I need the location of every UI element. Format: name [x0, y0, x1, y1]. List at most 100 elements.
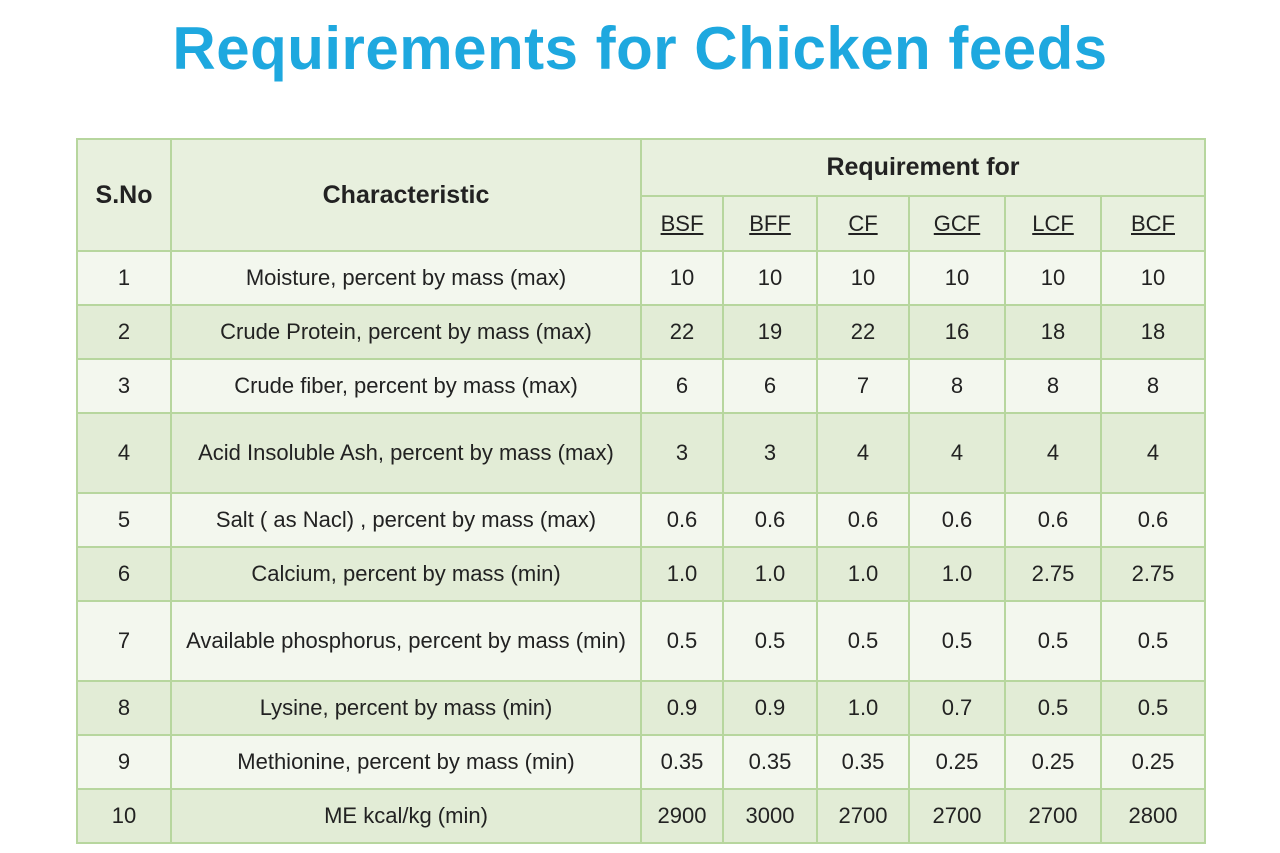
value-cell-bff: 1.0 — [722, 546, 818, 602]
value-cell-bff: 0.9 — [722, 680, 818, 736]
value-cell-lcf: 0.5 — [1004, 680, 1102, 736]
value-cell-lcf: 2.75 — [1004, 546, 1102, 602]
value-cell-lcf: 18 — [1004, 304, 1102, 360]
requirement-group-header: Requirement for — [640, 138, 1206, 197]
value-cell-bff: 0.6 — [722, 492, 818, 548]
value-cell-bcf: 0.5 — [1100, 600, 1206, 682]
table-row: 5 Salt ( as Nacl) , percent by mass (max)… — [76, 492, 1206, 548]
characteristic-cell: Crude fiber, percent by mass (max) — [170, 358, 642, 414]
value-cell-bcf: 0.5 — [1100, 680, 1206, 736]
sno-cell: 1 — [76, 250, 172, 306]
characteristic-cell: Salt ( as Nacl) , percent by mass (max) — [170, 492, 642, 548]
sno-cell: 8 — [76, 680, 172, 736]
characteristic-header: Characteristic — [170, 138, 642, 252]
value-cell-gcf: 0.6 — [908, 492, 1006, 548]
table-row: 10 ME kcal/kg (min) 2900 3000 2700 2700 2700 28… — [76, 788, 1206, 844]
value-cell-lcf: 0.25 — [1004, 734, 1102, 790]
value-cell-bff: 6 — [722, 358, 818, 414]
sno-cell: 3 — [76, 358, 172, 414]
subheader-row: BSF BFF CF GCF LCF BCF — [77, 195, 1206, 252]
value-cell-gcf: 2700 — [908, 788, 1006, 844]
characteristic-cell: Moisture, percent by mass (max) — [170, 250, 642, 306]
value-cell-bsf: 0.9 — [640, 680, 724, 736]
value-cell-bff: 0.5 — [722, 600, 818, 682]
value-cell-gcf: 4 — [908, 412, 1006, 494]
value-cell-bsf: 3 — [640, 412, 724, 494]
value-cell-gcf: 16 — [908, 304, 1006, 360]
table-body: 1 Moisture, percent by mass (max) 10 10 10 10… — [76, 250, 1206, 844]
characteristic-cell: Lysine, percent by mass (min) — [170, 680, 642, 736]
value-cell-bsf: 1.0 — [640, 546, 724, 602]
value-cell-bcf: 10 — [1100, 250, 1206, 306]
value-cell-bsf: 2900 — [640, 788, 724, 844]
header-row: S.No Characteristic Requirement for — [76, 138, 1206, 252]
requirements-table: S.No Characteristic Requirement for BSF … — [76, 138, 1206, 844]
sno-cell: 9 — [76, 734, 172, 790]
value-cell-bff: 3000 — [722, 788, 818, 844]
value-cell-cf: 10 — [816, 250, 910, 306]
column-header-bff: BFF — [722, 195, 818, 252]
characteristic-cell: Calcium, percent by mass (min) — [170, 546, 642, 602]
value-cell-bff: 0.35 — [722, 734, 818, 790]
value-cell-cf: 0.6 — [816, 492, 910, 548]
sno-cell: 10 — [76, 788, 172, 844]
value-cell-gcf: 0.25 — [908, 734, 1006, 790]
value-cell-bcf: 2.75 — [1100, 546, 1206, 602]
value-cell-cf: 1.0 — [816, 680, 910, 736]
value-cell-bsf: 6 — [640, 358, 724, 414]
characteristic-cell: ME kcal/kg (min) — [170, 788, 642, 844]
value-cell-bcf: 2800 — [1100, 788, 1206, 844]
value-cell-gcf: 0.7 — [908, 680, 1006, 736]
sno-cell: 2 — [76, 304, 172, 360]
value-cell-gcf: 8 — [908, 358, 1006, 414]
value-cell-bsf: 10 — [640, 250, 724, 306]
value-cell-lcf: 0.6 — [1004, 492, 1102, 548]
table-row: 2 Crude Protein, percent by mass (max) 22 1… — [76, 304, 1206, 360]
value-cell-lcf: 2700 — [1004, 788, 1102, 844]
value-cell-bcf: 8 — [1100, 358, 1206, 414]
value-cell-bcf: 0.25 — [1100, 734, 1206, 790]
table-row: 6 Calcium, percent by mass (min) 1.0 1.0 1.0… — [76, 546, 1206, 602]
value-cell-bff: 3 — [722, 412, 818, 494]
value-cell-bsf: 0.6 — [640, 492, 724, 548]
value-cell-cf: 0.35 — [816, 734, 910, 790]
column-header-lcf: LCF — [1004, 195, 1102, 252]
value-cell-bsf: 0.5 — [640, 600, 724, 682]
column-header-bsf: BSF — [640, 195, 724, 252]
value-cell-bff: 19 — [722, 304, 818, 360]
column-header-gcf: GCF — [908, 195, 1006, 252]
value-cell-lcf: 8 — [1004, 358, 1102, 414]
sno-cell: 6 — [76, 546, 172, 602]
value-cell-cf: 0.5 — [816, 600, 910, 682]
characteristic-cell: Crude Protein, percent by mass (max) — [170, 304, 642, 360]
value-cell-lcf: 0.5 — [1004, 600, 1102, 682]
table-row: 8 Lysine, percent by mass (min) 0.9 0.9 1.0 0… — [76, 680, 1206, 736]
value-cell-bsf: 0.35 — [640, 734, 724, 790]
sno-cell: 5 — [76, 492, 172, 548]
value-cell-cf: 7 — [816, 358, 910, 414]
sno-cell: 7 — [76, 600, 172, 682]
value-cell-bcf: 4 — [1100, 412, 1206, 494]
value-cell-lcf: 10 — [1004, 250, 1102, 306]
table-row: 1 Moisture, percent by mass (max) 10 10 10 10… — [76, 250, 1206, 306]
value-cell-bcf: 0.6 — [1100, 492, 1206, 548]
value-cell-bff: 10 — [722, 250, 818, 306]
value-cell-bcf: 18 — [1100, 304, 1206, 360]
page-title: Requirements for Chicken feeds — [172, 15, 1108, 82]
value-cell-lcf: 4 — [1004, 412, 1102, 494]
value-cell-bsf: 22 — [640, 304, 724, 360]
characteristic-cell: Acid Insoluble Ash, percent by mass (max… — [170, 412, 642, 494]
characteristic-cell: Methionine, percent by mass (min) — [170, 734, 642, 790]
column-header-bcf: BCF — [1100, 195, 1206, 252]
table-row: 3 Crude fiber, percent by mass (max) 6 6 7 8 8… — [76, 358, 1206, 414]
value-cell-gcf: 10 — [908, 250, 1006, 306]
table-row: 7 Available phosphorus, percent by mass (… — [76, 600, 1206, 682]
value-cell-cf: 22 — [816, 304, 910, 360]
column-header-cf: CF — [816, 195, 910, 252]
value-cell-cf: 2700 — [816, 788, 910, 844]
value-cell-cf: 1.0 — [816, 546, 910, 602]
sno-cell: 4 — [76, 412, 172, 494]
table-row: 4 Acid Insoluble Ash, percent by mass (ma… — [76, 412, 1206, 494]
value-cell-gcf: 1.0 — [908, 546, 1006, 602]
characteristic-cell: Available phosphorus, percent by mass (m… — [170, 600, 642, 682]
